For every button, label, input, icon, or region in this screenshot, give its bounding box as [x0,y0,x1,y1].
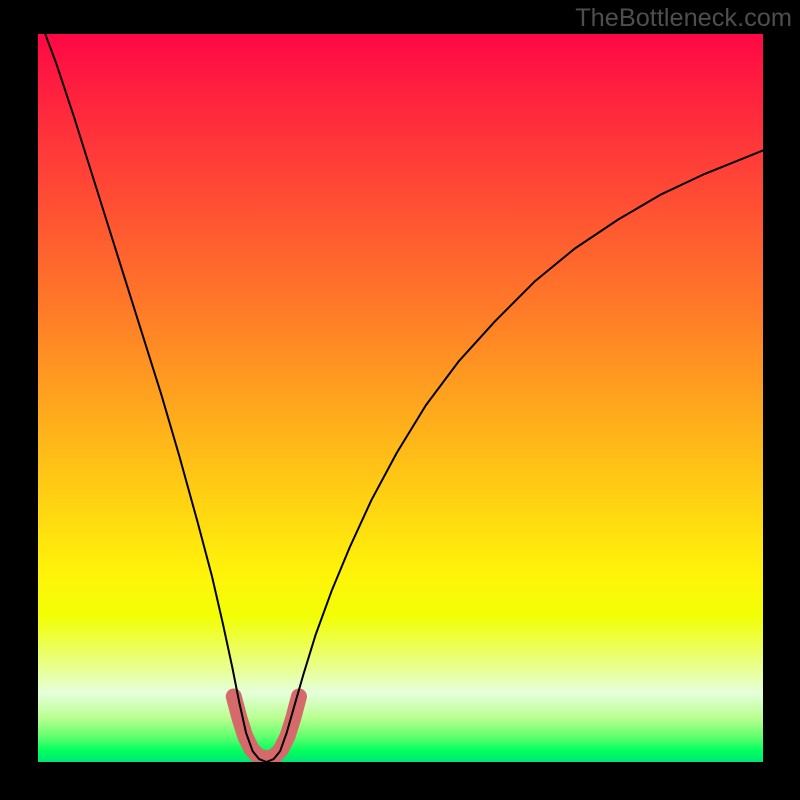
plot-svg [38,34,763,762]
plot-background [38,34,763,762]
plot-area [38,34,763,762]
watermark-text: TheBottleneck.com [575,4,792,33]
chart-stage: TheBottleneck.com [0,0,800,800]
